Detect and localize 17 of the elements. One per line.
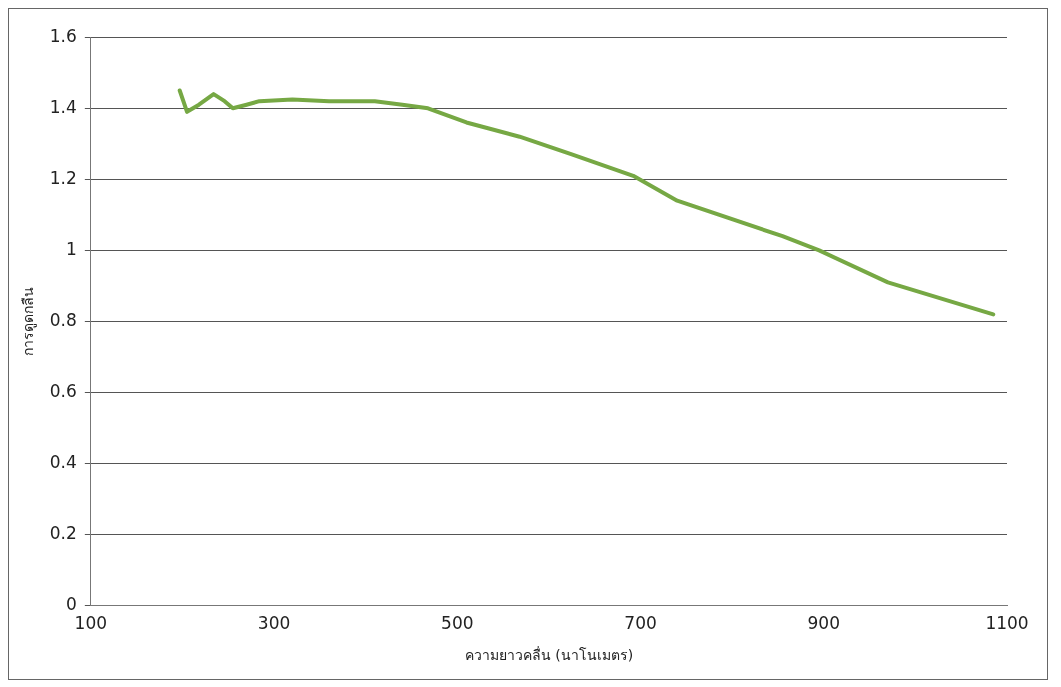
x-tick-label: 900 <box>807 613 840 634</box>
x-tick-label: 300 <box>257 613 291 634</box>
y-tick-label: 0 <box>66 594 77 615</box>
y-tick-label: 1.4 <box>49 96 77 117</box>
y-tick-label: 0.8 <box>49 309 77 330</box>
x-axis-title: ความยาวคลื่น (นาโนเมตร) <box>464 646 634 664</box>
y-tick-label: 0.6 <box>49 381 77 401</box>
y-axis-title: การดูดกลืน <box>20 287 38 356</box>
y-tick-label: 1 <box>66 238 77 259</box>
y-tick-label: 0.2 <box>49 523 77 544</box>
x-tick-label: 700 <box>624 613 657 634</box>
x-tick-label: 100 <box>74 613 108 634</box>
y-tick-label: 1.6 <box>49 25 77 46</box>
y-tick-label: 0.4 <box>49 452 77 473</box>
x-tick-label: 1100 <box>985 613 1029 634</box>
x-tick-label: 500 <box>441 613 474 634</box>
y-tick-label: 1.2 <box>49 167 77 188</box>
